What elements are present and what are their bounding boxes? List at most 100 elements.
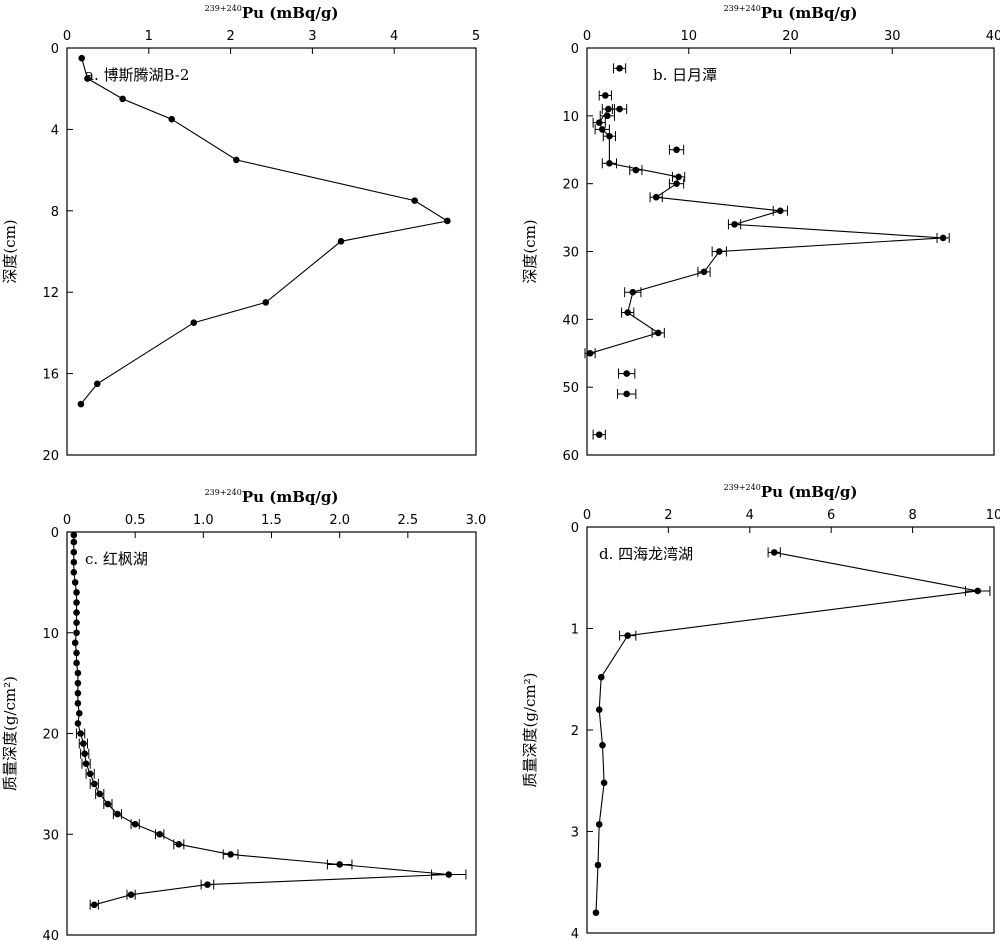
data-point-c [81, 750, 89, 757]
data-point-b [623, 390, 630, 398]
data-point-b [777, 207, 784, 215]
x-axis-title-sup-a: 239+240 [205, 4, 242, 13]
plot-frame-c [66, 531, 477, 936]
data-point-c [114, 810, 121, 818]
data-point-c [90, 901, 98, 909]
x-axis-title-main-b: Pu (mBq/g) [761, 4, 858, 22]
data-point-b [602, 92, 609, 99]
data-point-c [75, 710, 83, 717]
data-point-c [73, 599, 80, 606]
data-point-b [652, 193, 660, 201]
data-point-b [595, 119, 603, 126]
plot-frame-d [586, 526, 995, 934]
y-tick-label-d: 2 [571, 724, 579, 739]
y-tick-label-a: 16 [42, 368, 59, 383]
x-tick-label-a: 2 [226, 29, 234, 44]
data-point-b [586, 349, 594, 357]
y-tick-label-d: 3 [571, 826, 579, 841]
data-point-c [71, 579, 79, 586]
x-axis-title-a: 239+240Pu (mBq/g) [205, 4, 339, 22]
data-point-c [80, 740, 87, 747]
y-tick-label-b: 50 [562, 381, 579, 396]
data-point-a [444, 217, 451, 225]
panel-title-b: b. 日月潭 [653, 66, 717, 84]
plot-frame-a [66, 47, 477, 456]
data-point-d [595, 706, 603, 713]
data-point-b [731, 221, 738, 228]
data-point-a [78, 54, 86, 62]
data-point-b [623, 370, 630, 377]
data-point-c [73, 659, 80, 667]
x-axis-title-sup-d: 239+240 [724, 483, 761, 492]
x-axis-title-c: 239+240Pu (mBq/g) [205, 488, 339, 506]
y-tick-label-a: 20 [42, 449, 59, 464]
x-axis-title-main-d: Pu (mBq/g) [761, 483, 858, 501]
y-axis-title-a: 深度(cm) [1, 219, 19, 283]
data-point-c [71, 639, 79, 647]
data-point-c [77, 730, 84, 737]
data-point-a [119, 95, 126, 103]
data-point-c [74, 699, 82, 707]
y-axis-title-c: 质量深度(g/cm²) [1, 676, 19, 791]
data-point-c [70, 569, 78, 576]
x-tick-label-d: 10 [986, 508, 1000, 523]
data-point-b [629, 288, 637, 296]
panel-title-a: a. 博斯腾湖B-2 [85, 66, 189, 84]
y-tick-label-a: 0 [51, 42, 59, 57]
x-axis-title-sup-c: 239+240 [205, 488, 242, 497]
y-tick-label-d: 1 [571, 623, 579, 638]
data-point-c [86, 770, 94, 778]
data-point-b [616, 65, 623, 72]
data-point-a [77, 400, 85, 408]
y-tick-label-b: 60 [562, 449, 579, 464]
plot-frame-b [586, 47, 995, 456]
x-tick-label-a: 3 [308, 29, 316, 44]
x-tick-label-c: 0.5 [125, 513, 146, 528]
x-axis-title-main-a: Pu (mBq/g) [242, 4, 339, 22]
data-point-b [632, 166, 640, 174]
series-line-b-0 [589, 108, 944, 354]
panel-title-d: d. 四海龙湾湖 [599, 545, 693, 563]
x-tick-label-d: 0 [583, 508, 591, 523]
x-tick-label-b: 0 [583, 29, 591, 44]
x-axis-title-b: 239+240Pu (mBq/g) [724, 4, 858, 22]
x-tick-label-d: 8 [908, 508, 916, 523]
data-point-d [592, 909, 600, 916]
data-point-a [411, 197, 418, 204]
data-point-b [595, 431, 603, 438]
data-point-b [605, 105, 612, 113]
x-tick-label-b: 20 [782, 29, 799, 44]
data-point-b [939, 234, 947, 242]
y-tick-label-b: 10 [562, 110, 579, 125]
x-tick-label-d: 2 [664, 508, 672, 523]
data-point-d [597, 673, 605, 681]
data-point-c [127, 891, 135, 898]
data-point-d [624, 632, 631, 639]
y-tick-label-a: 12 [42, 286, 59, 301]
data-point-c [74, 720, 82, 727]
series-line-c-0 [73, 535, 449, 906]
data-point-b [604, 112, 611, 120]
data-point-a [233, 156, 240, 164]
y-tick-label-d: 0 [571, 521, 579, 536]
data-point-a [168, 115, 176, 123]
data-point-c [227, 851, 234, 858]
x-tick-label-b: 10 [680, 29, 697, 44]
data-point-c [74, 689, 82, 697]
data-point-d [594, 861, 602, 869]
data-point-c [204, 881, 211, 888]
x-tick-label-d: 6 [827, 508, 835, 523]
y-tick-label-b: 0 [571, 42, 579, 57]
data-point-b [616, 105, 623, 113]
series-line-a-0 [80, 58, 449, 405]
data-point-d [595, 821, 603, 828]
data-point-c [73, 609, 80, 616]
data-point-c [73, 589, 80, 596]
y-tick-label-c: 0 [51, 526, 59, 541]
x-tick-label-b: 30 [884, 29, 901, 44]
y-tick-label-c: 30 [42, 828, 59, 843]
data-point-d [974, 587, 982, 595]
x-tick-label-a: 4 [390, 29, 398, 44]
data-point-d [599, 741, 606, 749]
